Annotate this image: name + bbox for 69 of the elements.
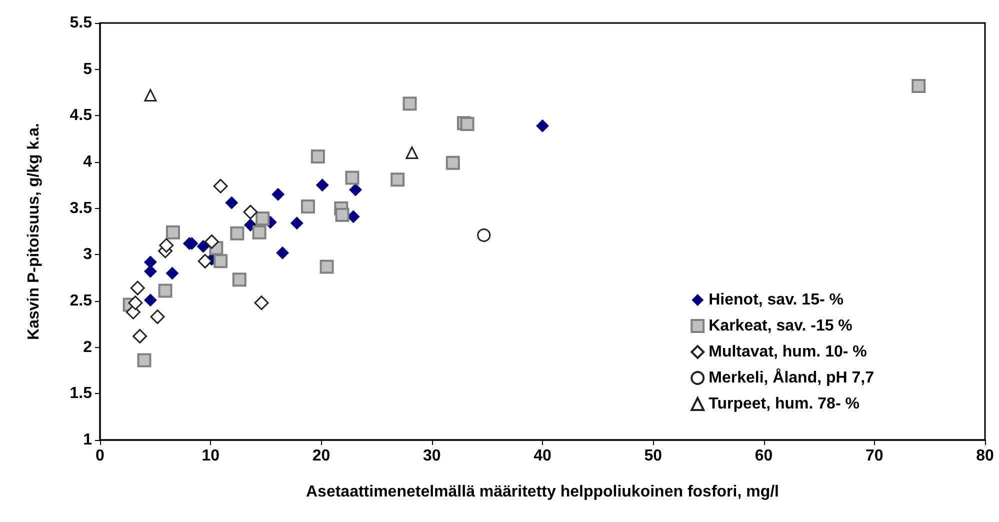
point bbox=[320, 260, 334, 274]
x-tick-label: 70 bbox=[865, 448, 884, 464]
point bbox=[232, 272, 246, 287]
legend-label: Hienot, sav. 15- % bbox=[708, 292, 844, 308]
point bbox=[446, 156, 460, 170]
point bbox=[198, 254, 212, 268]
point bbox=[159, 238, 174, 253]
point bbox=[912, 79, 926, 94]
point bbox=[345, 170, 360, 185]
point bbox=[272, 188, 285, 201]
x-tick-label: 80 bbox=[976, 448, 994, 464]
point bbox=[254, 296, 269, 310]
point bbox=[204, 234, 219, 249]
legend-label: Merkeli, Åland, pH 7,7 bbox=[708, 368, 874, 386]
point bbox=[214, 254, 228, 268]
point bbox=[166, 266, 179, 280]
point bbox=[128, 296, 143, 310]
point bbox=[460, 117, 474, 132]
y-tick-label: 1 bbox=[83, 432, 92, 448]
point bbox=[144, 294, 157, 307]
point bbox=[290, 216, 304, 230]
point bbox=[158, 284, 172, 298]
y-axis-title: Kasvin P-pitoisuus, g/kg k.a. bbox=[26, 123, 42, 340]
y-tick-label: 2 bbox=[83, 338, 92, 356]
y-tick-label: 5 bbox=[83, 60, 92, 78]
x-axis-title: Asetaattimenetelmällä määritetty helppoliukoinen fosfori, mg/l bbox=[306, 484, 779, 500]
point bbox=[256, 212, 270, 226]
legend-label: Karkeat, sav. -15 % bbox=[708, 318, 852, 334]
y-tick-label: 5.5 bbox=[70, 14, 92, 32]
y-tick-label: 2.5 bbox=[70, 292, 92, 310]
legend-label: Turpeet, hum. 78- % bbox=[708, 396, 860, 412]
point bbox=[300, 199, 315, 214]
y-tick-label: 4 bbox=[83, 154, 92, 170]
x-tick-label: 0 bbox=[96, 448, 105, 464]
x-tick-label: 50 bbox=[644, 448, 662, 464]
point bbox=[390, 172, 405, 187]
point bbox=[132, 328, 148, 344]
point bbox=[230, 226, 244, 240]
point bbox=[166, 225, 180, 240]
point bbox=[196, 240, 210, 253]
legend-label: Multavat, hum. 10- % bbox=[708, 344, 867, 360]
point bbox=[225, 196, 238, 210]
x-tick-label: 30 bbox=[422, 448, 441, 464]
point bbox=[144, 264, 157, 278]
point bbox=[130, 280, 145, 296]
point bbox=[349, 183, 362, 196]
point bbox=[477, 228, 491, 242]
point bbox=[276, 246, 290, 260]
point bbox=[402, 96, 417, 111]
x-tick-label: 10 bbox=[202, 448, 220, 464]
point bbox=[137, 353, 152, 368]
y-tick-label: 1.5 bbox=[70, 385, 92, 402]
x-tick-label: 40 bbox=[534, 448, 552, 464]
y-tick-label: 3.5 bbox=[70, 200, 92, 217]
point bbox=[252, 225, 266, 240]
point bbox=[335, 208, 350, 222]
x-tick-label: 60 bbox=[754, 448, 773, 464]
point bbox=[536, 119, 549, 132]
point bbox=[144, 256, 157, 269]
point bbox=[406, 146, 418, 159]
point bbox=[150, 310, 165, 324]
x-tick-label: 20 bbox=[312, 448, 330, 464]
point bbox=[243, 204, 258, 220]
point bbox=[310, 149, 325, 164]
y-tick-label: 4.5 bbox=[70, 107, 92, 124]
point bbox=[213, 178, 228, 194]
point bbox=[316, 178, 329, 192]
y-tick-label: 3 bbox=[83, 246, 92, 264]
point bbox=[144, 89, 157, 102]
